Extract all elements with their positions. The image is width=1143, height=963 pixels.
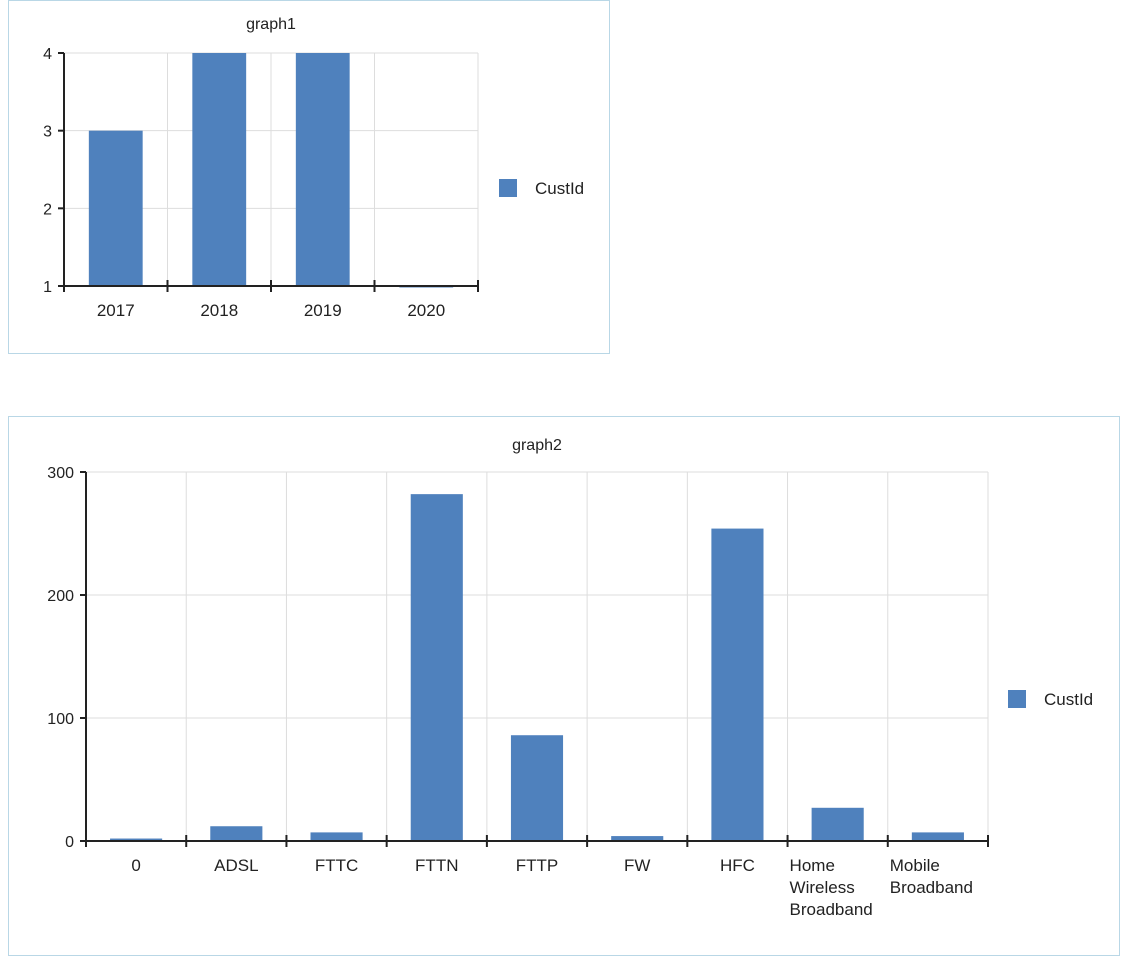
x-tick-label: Mobile Broadband: [890, 856, 973, 897]
x-tick-label: ADSL: [214, 856, 258, 875]
legend-swatch: [499, 179, 517, 197]
x-tick-label: 2020: [407, 301, 445, 320]
bar-fw: [611, 836, 664, 841]
x-tick-label: FTTC: [315, 856, 358, 875]
chart-title: graph1: [246, 16, 296, 33]
x-tick-label: HFC: [720, 856, 755, 875]
x-tick-label: 2017: [97, 301, 135, 320]
x-tick-label: Home Wireless Broadband: [790, 856, 873, 919]
chart-title: graph2: [512, 437, 562, 454]
x-tick-label: 2018: [200, 301, 238, 320]
y-tick-label: 3: [43, 124, 52, 141]
legend-swatch: [1008, 690, 1026, 708]
x-tick-label: FTTN: [415, 856, 458, 875]
legend-label: CustId: [1044, 690, 1093, 709]
y-tick-label: 4: [43, 46, 52, 63]
graph2-chart: graph2 0 100 200 300 0 ADSL FTTC FTTN FTTP FW HFC Ho…: [47, 437, 1093, 919]
bar-2019: [295, 53, 350, 286]
bar-adsl: [210, 826, 263, 841]
y-tick-label: 1: [43, 279, 52, 296]
legend-label: CustId: [535, 179, 584, 198]
y-tick-label: 200: [47, 588, 74, 605]
bar-mobile-broadband: [911, 832, 964, 841]
y-tick-label: 300: [47, 465, 74, 482]
bar-fttn: [410, 494, 463, 841]
graph1-chart: graph1 1 2 3 4 2017 2018 2019 2020 CustId: [43, 16, 584, 320]
bar-hfc: [711, 528, 764, 841]
bar-fttp: [510, 735, 564, 841]
y-tick-label: 0: [65, 834, 74, 851]
y-tick-label: 2: [43, 201, 52, 218]
graph2-panel: graph2 0 100 200 300 0 ADSL FTTC FTTN FTTP FW HFC Ho…: [8, 416, 1120, 956]
x-tick-label: FW: [624, 856, 650, 875]
bar-0: [110, 838, 163, 841]
bar-2017: [88, 130, 143, 286]
x-tick-label: 0: [131, 856, 140, 875]
bar-fttc: [310, 832, 363, 841]
y-tick-label: 100: [47, 711, 74, 728]
x-tick-label: 2019: [304, 301, 342, 320]
bar-home-wireless-broadband: [811, 807, 864, 841]
graph1-panel: graph1 1 2 3 4 2017 2018 2019 2020 CustId: [8, 0, 610, 354]
x-tick-label: FTTP: [516, 856, 559, 875]
bar-2018: [192, 53, 247, 286]
